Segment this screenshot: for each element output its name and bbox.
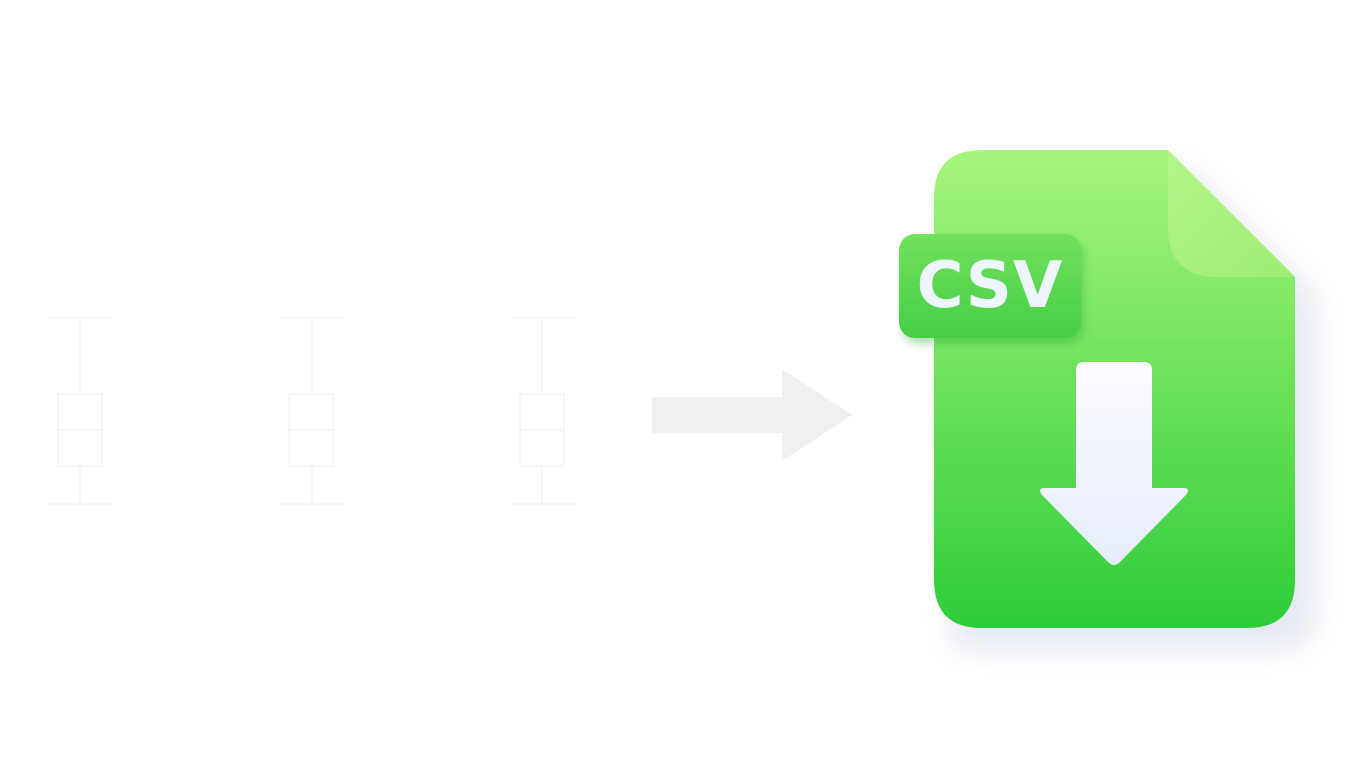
boxplot-glyph (48, 317, 112, 505)
file-corner-fold (1168, 150, 1295, 277)
boxplot-glyph (512, 317, 576, 505)
right-arrow-icon (652, 369, 852, 461)
boxplot-group (48, 317, 576, 505)
download-arrow-icon (1039, 362, 1189, 565)
csv-badge-label: CSV (917, 249, 1064, 323)
csv-file-icon: CSV (899, 150, 1316, 650)
boxplot-glyph (280, 317, 344, 505)
csv-badge: CSV (899, 234, 1081, 338)
